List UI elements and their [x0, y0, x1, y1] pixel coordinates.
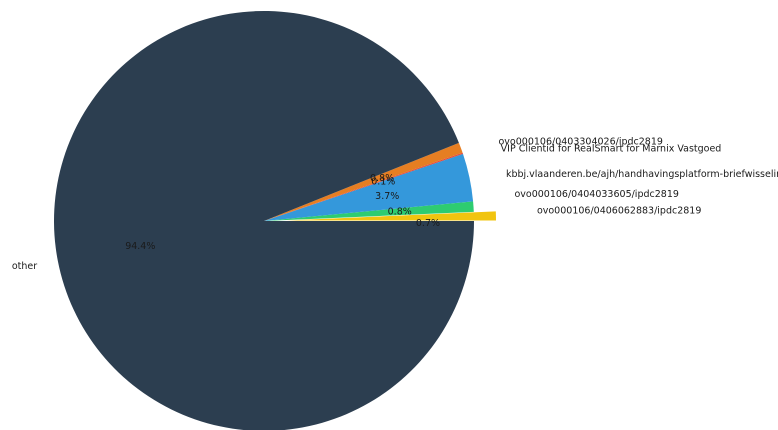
- slice-percentage-label: 0.8%: [370, 173, 394, 184]
- pie-slice: [285, 211, 496, 221]
- slice-percentage-label: 0.7%: [416, 218, 440, 229]
- slice-percentage-label: 0.1%: [371, 176, 395, 187]
- percentage-labels: 0.7%0.8%3.7%0.1%0.8%94.4%: [125, 173, 440, 252]
- slice-label: ovo000106/0404033605/ipdc2819: [514, 189, 678, 200]
- slice-label: other: [12, 261, 37, 272]
- pie-slice: [264, 201, 474, 221]
- pie-slices: [54, 11, 496, 430]
- pie-slice: [54, 11, 474, 430]
- slice-label: kbbj.vlaanderen.be/ajh/handhavingsplatfo…: [506, 169, 778, 180]
- slice-label: VIP Clientid for RealSmart for Marnix Va…: [501, 144, 722, 155]
- slice-percentage-label: 0.8%: [388, 206, 412, 217]
- pie-slice: [264, 153, 474, 221]
- slice-labels: ovo000106/0406062883/ipdc2819 ovo000106/0…: [12, 136, 778, 271]
- slice-percentage-label: 3.7%: [375, 191, 399, 202]
- slice-label: ovo000106/0406062883/ipdc2819: [537, 205, 701, 216]
- slice-label: ovo000106/0403304026/ipdc2819: [498, 136, 662, 147]
- pie-slice: [264, 142, 463, 221]
- pie-slice: [264, 152, 463, 221]
- slice-percentage-label: 94.4%: [125, 241, 155, 252]
